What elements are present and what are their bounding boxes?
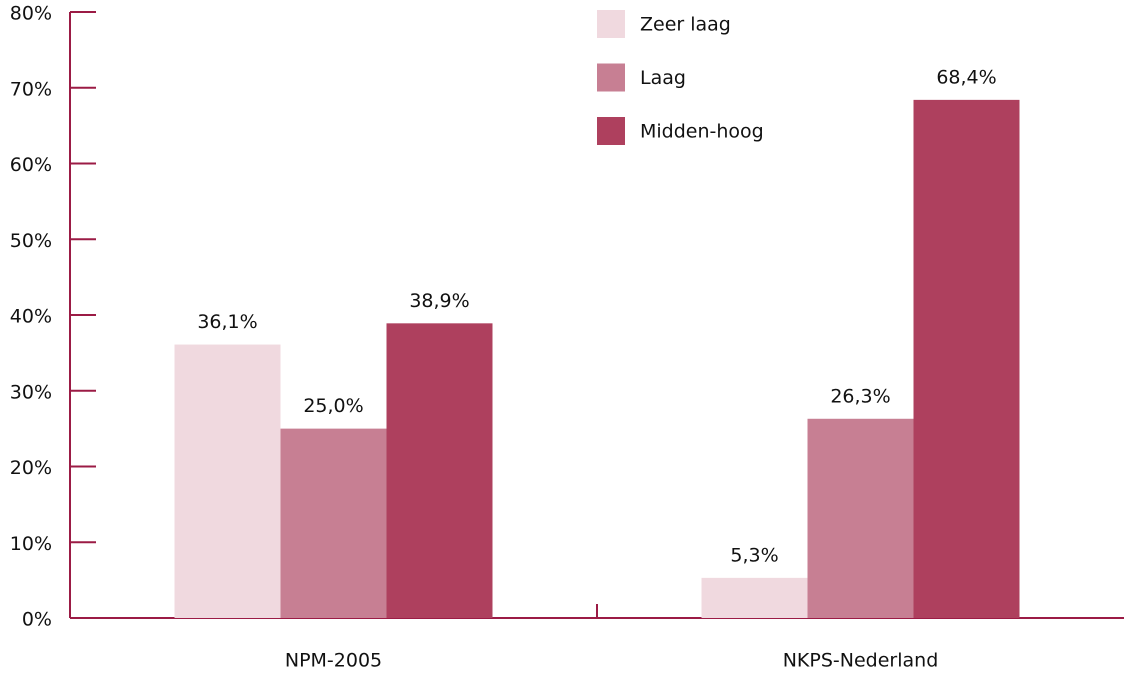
x-tick-label: NKPS-Nederland (783, 650, 939, 672)
data-label: 36,1% (197, 311, 257, 333)
bar (807, 418, 914, 618)
y-tick-label: 20% (10, 457, 52, 479)
legend-label: Laag (640, 67, 686, 89)
y-tick-label: 0% (22, 609, 52, 631)
data-label: 26,3% (830, 385, 890, 407)
legend-swatch (597, 10, 625, 38)
data-label: 25,0% (303, 395, 363, 417)
legend-swatch (597, 117, 625, 145)
x-tick-label: NPM-2005 (285, 650, 382, 672)
y-tick-label: 10% (10, 533, 52, 555)
bar (913, 99, 1020, 619)
bar (174, 344, 281, 618)
bar (701, 577, 808, 618)
legend-label: Midden-hoog (640, 121, 764, 143)
y-tick-label: 30% (10, 381, 52, 403)
y-tick-label: 70% (10, 78, 52, 100)
bar (280, 428, 387, 618)
y-tick-label: 50% (10, 230, 52, 252)
data-label: 68,4% (936, 66, 996, 88)
y-tick-label: 40% (10, 306, 52, 328)
legend-swatch (597, 63, 625, 92)
y-tick-label: 80% (10, 3, 52, 25)
legend-label: Zeer laag (640, 14, 731, 36)
bar (386, 323, 493, 618)
data-label: 5,3% (730, 544, 778, 566)
data-label: 38,9% (409, 290, 469, 312)
y-tick-label: 60% (10, 154, 52, 176)
